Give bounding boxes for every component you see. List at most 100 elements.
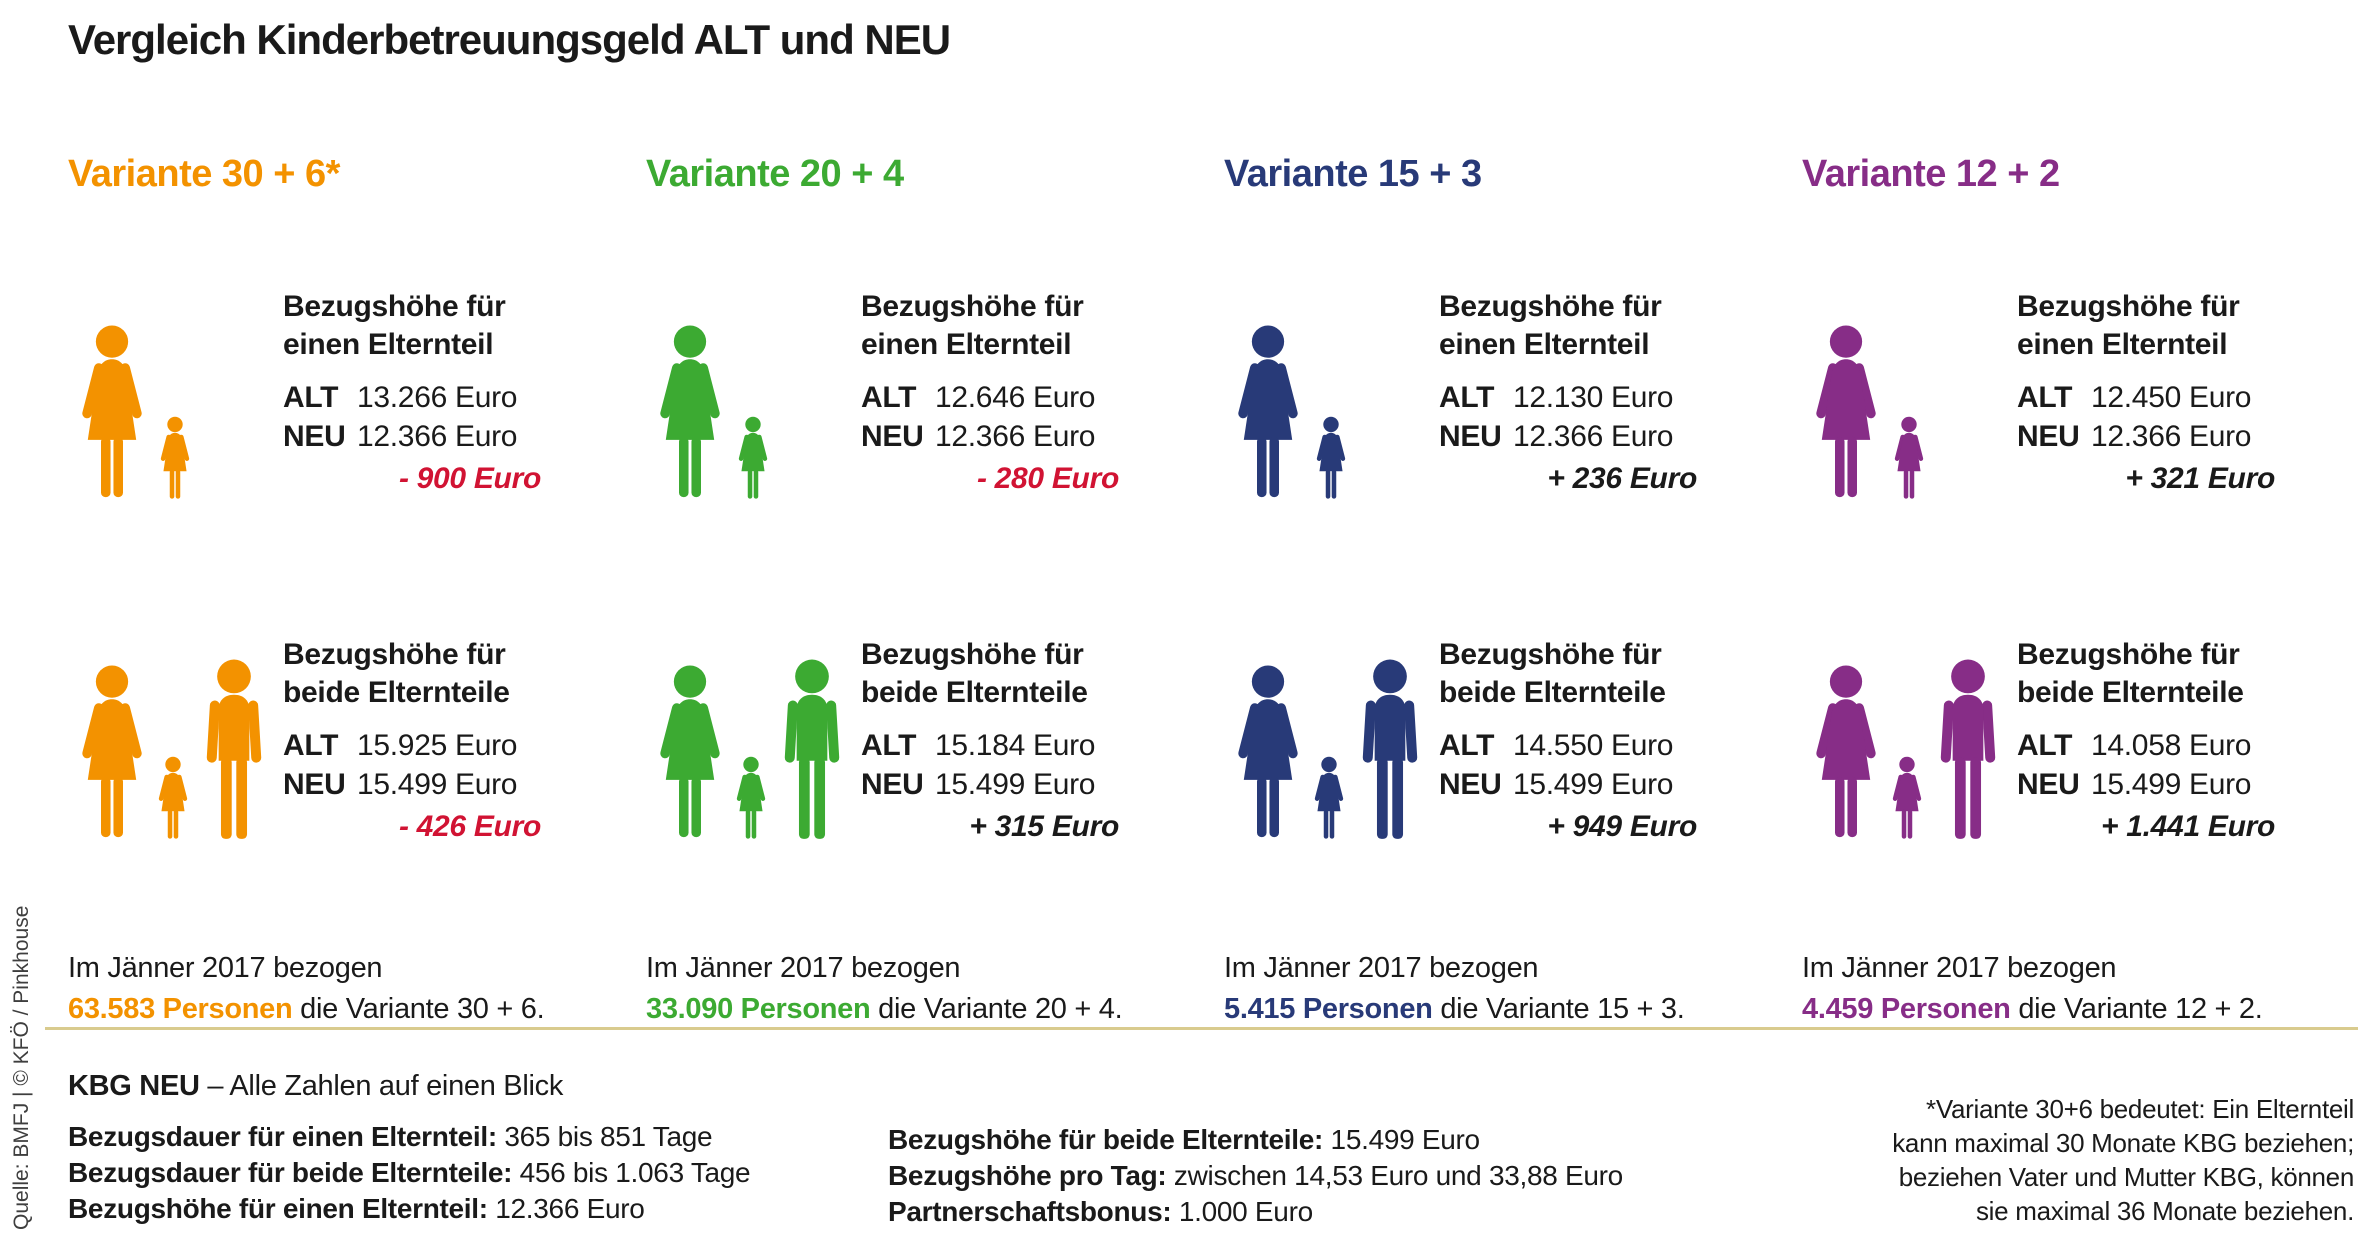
alt-row: ALT 13.266 Euro — [283, 378, 596, 417]
mother-with-child-icon — [646, 324, 861, 502]
alt-value: 13.266 Euro — [357, 381, 518, 414]
alt-neu-values: ALT 15.184 Euro NEU 15.499 Euro + 315 Euro — [861, 726, 1174, 846]
alt-neu-values: ALT 12.646 Euro NEU 12.366 Euro - 280 Euro — [861, 378, 1174, 498]
footer-line2: 63.583 Personen die Variante 30 + 6. — [68, 989, 596, 1030]
alt-label: ALT — [861, 381, 917, 414]
summary-title-rest: – Alle Zahlen auf einen Blick — [199, 1070, 564, 1102]
both-parents-text: Bezugshöhe für beide Elternteile ALT 15.1… — [861, 636, 1174, 846]
alt-value: 12.130 Euro — [1513, 381, 1674, 414]
variant-footer: Im Jänner 2017 bezogen 63.583 Personen d… — [68, 948, 596, 1030]
neu-row: NEU 15.499 Euro — [283, 765, 596, 804]
variant-columns: Variante 30 + 6* Bezugshöhe für einen El… — [68, 152, 2330, 1030]
variant-column-20-4: Variante 20 + 4 Bezugshöhe für einen Elt… — [646, 152, 1174, 1030]
neu-value: 12.366 Euro — [2091, 420, 2252, 453]
horizontal-divider — [45, 1027, 2358, 1030]
alt-neu-values: ALT 12.450 Euro NEU 12.366 Euro + 321 Euro — [2017, 378, 2330, 498]
alt-neu-values: ALT 14.550 Euro NEU 15.499 Euro + 949 Euro — [1439, 726, 1752, 846]
summary-value: 12.366 Euro — [487, 1193, 645, 1224]
mother-with-child-icon — [1224, 324, 1439, 502]
one-parent-block: Bezugshöhe für einen Elternteil ALT 13.26… — [68, 288, 596, 636]
difference-value: + 315 Euro — [969, 810, 1119, 843]
neu-row: NEU 15.499 Euro — [861, 765, 1174, 804]
alt-label: ALT — [283, 729, 339, 762]
variant-column-12-2: Variante 12 + 2 Bezugshöhe für einen Elt… — [1802, 152, 2330, 1030]
alt-row: ALT 14.550 Euro — [1439, 726, 1752, 765]
mother-father-with-child-icon — [1224, 656, 1439, 842]
neu-value: 12.366 Euro — [935, 420, 1096, 453]
persons-count: 63.583 Personen — [68, 993, 293, 1025]
neu-row: NEU 12.366 Euro — [861, 417, 1174, 456]
neu-label: NEU — [861, 768, 924, 801]
summary-value: 1.000 Euro — [1171, 1196, 1313, 1227]
neu-value: 15.499 Euro — [2091, 768, 2252, 801]
alt-neu-values: ALT 12.130 Euro NEU 12.366 Euro + 236 Euro — [1439, 378, 1752, 498]
neu-row: NEU 12.366 Euro — [283, 417, 596, 456]
block-heading: Bezugshöhe für einen Elternteil — [2017, 290, 2240, 361]
one-parent-text: Bezugshöhe für einen Elternteil ALT 12.64… — [861, 288, 1174, 498]
difference-value: + 236 Euro — [1547, 462, 1697, 495]
summary-label: Bezugshöhe für einen Elternteil: — [68, 1193, 488, 1224]
difference-value: + 321 Euro — [2125, 462, 2275, 495]
summary-label: Bezugshöhe für beide Elternteile: — [888, 1124, 1324, 1155]
neu-value: 12.366 Euro — [357, 420, 518, 453]
summary-title: KBG NEU – Alle Zahlen auf einen Blick — [68, 1070, 750, 1103]
neu-label: NEU — [861, 420, 924, 453]
one-parent-block: Bezugshöhe für einen Elternteil ALT 12.64… — [646, 288, 1174, 636]
footer-rest: die Variante 20 + 4. — [870, 993, 1123, 1025]
neu-row: NEU 15.499 Euro — [1439, 765, 1752, 804]
variant-footer: Im Jänner 2017 bezogen 5.415 Personen di… — [1224, 948, 1752, 1030]
alt-label: ALT — [861, 729, 917, 762]
alt-row: ALT 12.130 Euro — [1439, 378, 1752, 417]
variant-column-30-6: Variante 30 + 6* Bezugshöhe für einen El… — [68, 152, 596, 1030]
mother-father-with-child-icon — [68, 656, 283, 842]
both-parents-text: Bezugshöhe für beide Elternteile ALT 14.0… — [2017, 636, 2330, 846]
alt-row: ALT 12.646 Euro — [861, 378, 1174, 417]
summary-line: Bezugshöhe pro Tag: zwischen 14,53 Euro … — [888, 1158, 1623, 1194]
neu-value: 12.366 Euro — [1513, 420, 1674, 453]
footer-rest: die Variante 15 + 3. — [1432, 993, 1685, 1025]
source-credit: Quelle: BMFJ | © KFÖ / Pinkhouse — [10, 905, 33, 1230]
difference-value: - 426 Euro — [398, 810, 541, 843]
one-parent-block: Bezugshöhe für einen Elternteil ALT 12.45… — [1802, 288, 2330, 636]
page-title: Vergleich Kinderbetreuungsgeld ALT und N… — [68, 16, 951, 63]
footer-line2: 4.459 Personen die Variante 12 + 2. — [1802, 989, 2330, 1030]
both-parents-block: Bezugshöhe für beide Elternteile ALT 15.9… — [68, 636, 596, 918]
alt-row: ALT 14.058 Euro — [2017, 726, 2330, 765]
neu-row: NEU 12.366 Euro — [2017, 417, 2330, 456]
footer-line2: 33.090 Personen die Variante 20 + 4. — [646, 989, 1174, 1030]
neu-row: NEU 15.499 Euro — [2017, 765, 2330, 804]
footer-line1: Im Jänner 2017 bezogen — [68, 952, 383, 984]
neu-row: NEU 12.366 Euro — [1439, 417, 1752, 456]
summary-value: 365 bis 851 Tage — [496, 1121, 713, 1152]
block-heading: Bezugshöhe für einen Elternteil — [861, 290, 1084, 361]
variant-footnote: *Variante 30+6 bedeutet: Ein Elternteil … — [1892, 1094, 2354, 1226]
summary-title-bold: KBG NEU — [68, 1070, 200, 1102]
neu-value: 15.499 Euro — [357, 768, 518, 801]
alt-value: 12.450 Euro — [2091, 381, 2252, 414]
summary-label: Bezugsdauer für einen Elternteil: — [68, 1121, 497, 1152]
summary-label: Bezugshöhe pro Tag: — [888, 1160, 1167, 1191]
alt-label: ALT — [2017, 381, 2073, 414]
summary-label: Bezugsdauer für beide Elternteile: — [68, 1157, 513, 1188]
variant-footer: Im Jänner 2017 bezogen 33.090 Personen d… — [646, 948, 1174, 1030]
alt-label: ALT — [1439, 381, 1495, 414]
summary-label: Partnerschaftsbonus: — [888, 1196, 1172, 1227]
summary-left-block: KBG NEU – Alle Zahlen auf einen Blick Be… — [68, 1070, 751, 1227]
mother-father-with-child-icon — [646, 656, 861, 842]
neu-label: NEU — [2017, 768, 2080, 801]
variant-title: Variante 20 + 4 — [646, 153, 904, 195]
alt-value: 12.646 Euro — [935, 381, 1096, 414]
both-parents-text: Bezugshöhe für beide Elternteile ALT 14.5… — [1439, 636, 1752, 846]
alt-value: 15.184 Euro — [935, 729, 1096, 762]
block-heading: Bezugshöhe für beide Elternteile — [283, 638, 510, 709]
alt-value: 14.058 Euro — [2091, 729, 2252, 762]
both-parents-block: Bezugshöhe für beide Elternteile ALT 15.1… — [646, 636, 1174, 918]
variant-title: Variante 30 + 6* — [68, 153, 340, 195]
summary-line: Bezugsdauer für beide Elternteile: 456 b… — [68, 1155, 751, 1191]
summary-line: Bezugshöhe für beide Elternteile: 15.499… — [888, 1122, 1623, 1158]
alt-label: ALT — [1439, 729, 1495, 762]
one-parent-text: Bezugshöhe für einen Elternteil ALT 12.45… — [2017, 288, 2330, 498]
one-parent-text: Bezugshöhe für einen Elternteil ALT 12.13… — [1439, 288, 1752, 498]
summary-value: 15.499 Euro — [1323, 1124, 1481, 1155]
